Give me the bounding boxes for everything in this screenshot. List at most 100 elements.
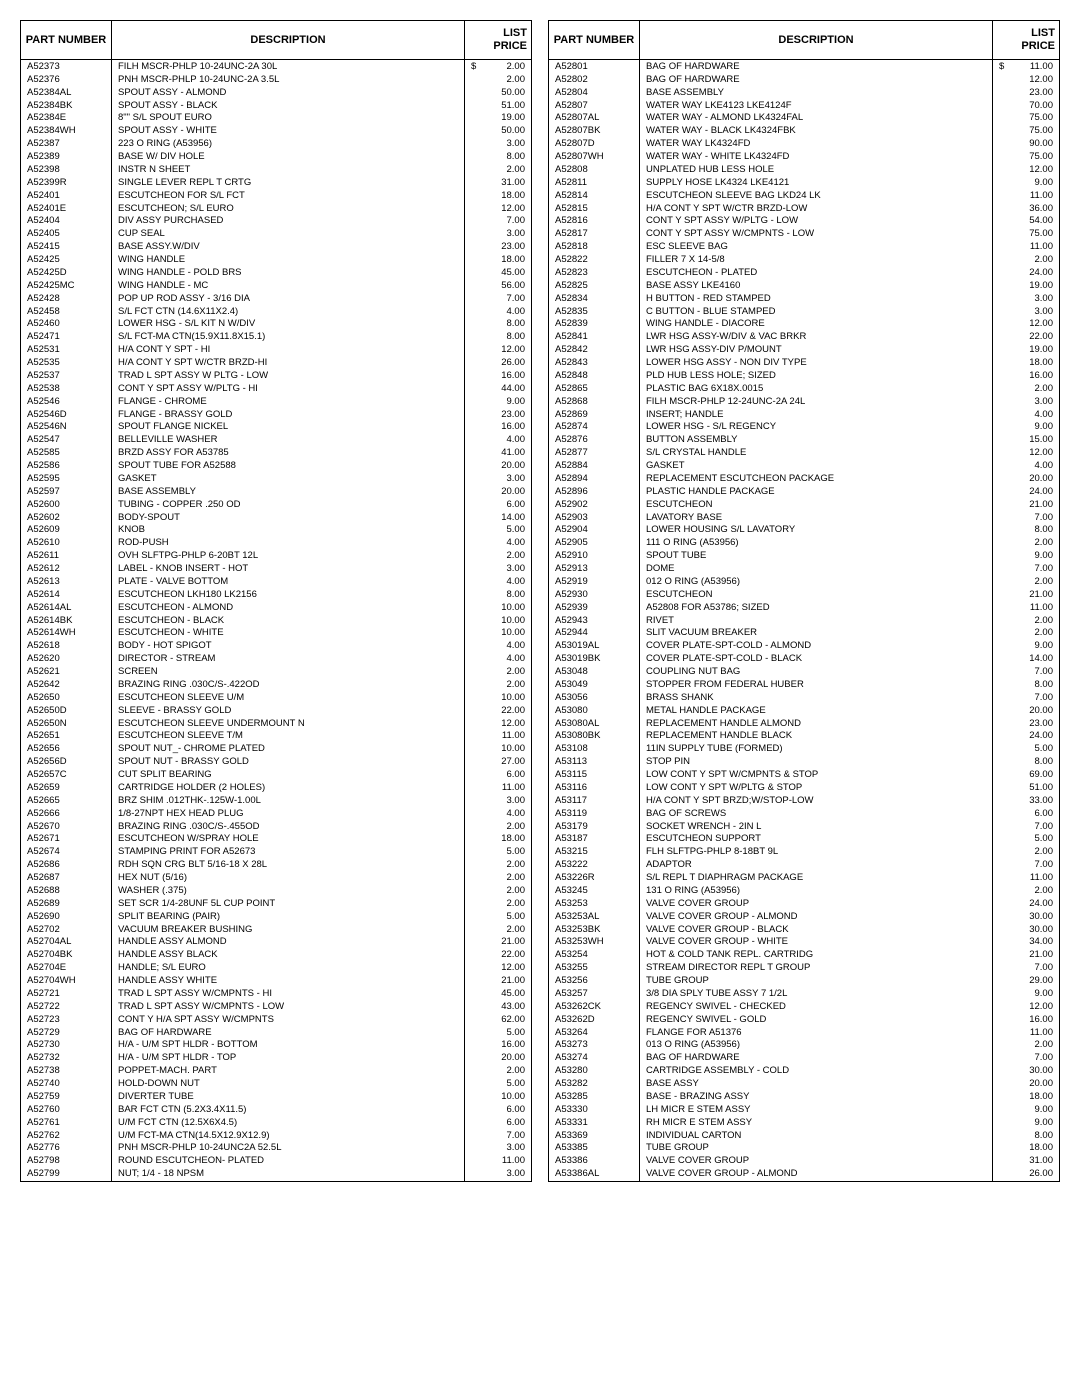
table-row: A53369INDIVIDUAL CARTON8.00 bbox=[549, 1129, 1060, 1142]
table-row: A52384WHSPOUT ASSY - WHITE50.00 bbox=[21, 125, 532, 138]
part-number: A53117 bbox=[549, 794, 640, 807]
list-price: 50.00 bbox=[465, 86, 532, 99]
list-price: 8.00 bbox=[465, 151, 532, 164]
table-row: A52776PNH MSCR-PHLP 10-24UNC2A 52.5L3.00 bbox=[21, 1142, 532, 1155]
description: BAR FCT CTN (5.2X3.4X11.5) bbox=[112, 1103, 465, 1116]
list-price: 4.00 bbox=[465, 537, 532, 550]
part-number: A52425MC bbox=[21, 279, 112, 292]
description: LOWER HOUSING S/L LAVATORY bbox=[640, 524, 993, 537]
table-row: A52721TRAD L SPT ASSY W/CMPNTS - HI45.00 bbox=[21, 987, 532, 1000]
list-price: 16.00 bbox=[993, 1013, 1060, 1026]
description: 11IN SUPPLY TUBE (FORMED) bbox=[640, 743, 993, 756]
description: WATER WAY - BLACK LK4324FBK bbox=[640, 125, 993, 138]
part-number: A52815 bbox=[549, 202, 640, 215]
part-number: A52865 bbox=[549, 382, 640, 395]
table-row: A52389BASE W/ DIV HOLE8.00 bbox=[21, 151, 532, 164]
table-row: A53245131 O RING (A53956)2.00 bbox=[549, 884, 1060, 897]
list-price: 24.00 bbox=[993, 485, 1060, 498]
list-price: 24.00 bbox=[993, 266, 1060, 279]
list-price: 20.00 bbox=[465, 1052, 532, 1065]
list-price: 75.00 bbox=[993, 112, 1060, 125]
description: CUP SEAL bbox=[112, 228, 465, 241]
part-number: A52399R bbox=[21, 176, 112, 189]
part-number: A52776 bbox=[21, 1142, 112, 1155]
part-number: A53257 bbox=[549, 987, 640, 1000]
part-number: A52822 bbox=[549, 254, 640, 267]
list-price: 9.00 bbox=[993, 1116, 1060, 1129]
table-row: A52600TUBING - COPPER .250 OD6.00 bbox=[21, 498, 532, 511]
part-number: A52650 bbox=[21, 691, 112, 704]
table-row: A53273013 O RING (A53956)2.00 bbox=[549, 1039, 1060, 1052]
table-row: A52546FLANGE - CHROME9.00 bbox=[21, 395, 532, 408]
table-row: A52405CUP SEAL3.00 bbox=[21, 228, 532, 241]
table-row: A52670BRAZING RING .030C/S-.455OD2.00 bbox=[21, 820, 532, 833]
part-number: A52939 bbox=[549, 601, 640, 614]
table-row: A52807ALWATER WAY - ALMOND LK4324FAL75.0… bbox=[549, 112, 1060, 125]
list-price: 4.00 bbox=[465, 305, 532, 318]
part-number: A52415 bbox=[21, 241, 112, 254]
table-row: A52546DFLANGE - BRASSY GOLD23.00 bbox=[21, 408, 532, 421]
list-price: 9.00 bbox=[465, 395, 532, 408]
description: SINGLE LEVER REPL T CRTG bbox=[112, 176, 465, 189]
list-price: 20.00 bbox=[465, 460, 532, 473]
description: 1/8-27NPT HEX HEAD PLUG bbox=[112, 807, 465, 820]
part-number: A52721 bbox=[21, 987, 112, 1000]
description: HEX NUT (5/16) bbox=[112, 872, 465, 885]
part-number: A52704E bbox=[21, 962, 112, 975]
part-number: A52401 bbox=[21, 189, 112, 202]
description: POPPET-MACH. PART bbox=[112, 1065, 465, 1078]
table-row: A52868FILH MSCR-PHLP 12-24UNC-2A 24L3.00 bbox=[549, 395, 1060, 408]
list-price: 2.00 bbox=[465, 678, 532, 691]
list-price: 7.00 bbox=[993, 691, 1060, 704]
part-number: A52762 bbox=[21, 1129, 112, 1142]
table-row: A53080METAL HANDLE PACKAGE20.00 bbox=[549, 704, 1060, 717]
table-row: A52865PLASTIC BAG 6X18X.00152.00 bbox=[549, 382, 1060, 395]
list-price: 2.00 bbox=[993, 627, 1060, 640]
part-number: A53262D bbox=[549, 1013, 640, 1026]
table-row: A52650ESCUTCHEON SLEEVE U/M10.00 bbox=[21, 691, 532, 704]
part-number: A52905 bbox=[549, 537, 640, 550]
table-row: A53049STOPPER FROM FEDERAL HUBER8.00 bbox=[549, 678, 1060, 691]
description: VALVE COVER GROUP - ALMOND bbox=[640, 1168, 993, 1181]
description: HANDLE ASSY WHITE bbox=[112, 975, 465, 988]
description: ROUND ESCUTCHEON- PLATED bbox=[112, 1155, 465, 1168]
table-row: A52808UNPLATED HUB LESS HOLE12.00 bbox=[549, 163, 1060, 176]
list-price: 12.00 bbox=[465, 344, 532, 357]
description: TUBE GROUP bbox=[640, 1142, 993, 1155]
list-price: 6.00 bbox=[465, 1116, 532, 1129]
description: PLATE - VALVE BOTTOM bbox=[112, 575, 465, 588]
table-row: A52896PLASTIC HANDLE PACKAGE24.00 bbox=[549, 485, 1060, 498]
list-price: 7.00 bbox=[465, 1129, 532, 1142]
description: SLEEVE - BRASSY GOLD bbox=[112, 704, 465, 717]
description: KNOB bbox=[112, 524, 465, 537]
part-number: A52811 bbox=[549, 176, 640, 189]
part-number: A52384WH bbox=[21, 125, 112, 138]
table-row: A52609KNOB5.00 bbox=[21, 524, 532, 537]
description: BASE ASSY LKE4160 bbox=[640, 279, 993, 292]
description: TRAD L SPT ASSY W PLTG - LOW bbox=[112, 369, 465, 382]
list-price: 3.00 bbox=[465, 472, 532, 485]
list-price: 45.00 bbox=[465, 266, 532, 279]
description: LOWER HSG - S/L REGENCY bbox=[640, 421, 993, 434]
list-price: 54.00 bbox=[993, 215, 1060, 228]
header-price: LIST PRICE bbox=[465, 21, 532, 60]
list-price: 18.00 bbox=[465, 189, 532, 202]
table-row: A52902ESCUTCHEON21.00 bbox=[549, 498, 1060, 511]
description: HANDLE; S/L EURO bbox=[112, 962, 465, 975]
table-row: A52801BAG OF HARDWARE$11.00 bbox=[549, 60, 1060, 73]
part-number: A52376 bbox=[21, 73, 112, 86]
description: SET SCR 1/4-28UNF 5L CUP POINT bbox=[112, 897, 465, 910]
list-price: 9.00 bbox=[993, 550, 1060, 563]
description: SPOUT ASSY - WHITE bbox=[112, 125, 465, 138]
table-row: A52835C BUTTON - BLUE STAMPED3.00 bbox=[549, 305, 1060, 318]
part-number: A52602 bbox=[21, 511, 112, 524]
table-row: A53080BKREPLACEMENT HANDLE BLACK24.00 bbox=[549, 730, 1060, 743]
list-price: 6.00 bbox=[465, 1103, 532, 1116]
description: HOT & COLD TANK REPL. CARTRIDG bbox=[640, 949, 993, 962]
table-row: A52618BODY - HOT SPIGOT4.00 bbox=[21, 640, 532, 653]
description: FILH MSCR-PHLP 10-24UNC-2A 30L bbox=[112, 60, 465, 73]
description: ESCUTCHEON bbox=[640, 588, 993, 601]
part-number: A52930 bbox=[549, 588, 640, 601]
table-row: A52373FILH MSCR-PHLP 10-24UNC-2A 30L$2.0… bbox=[21, 60, 532, 73]
part-number: A52384BK bbox=[21, 99, 112, 112]
